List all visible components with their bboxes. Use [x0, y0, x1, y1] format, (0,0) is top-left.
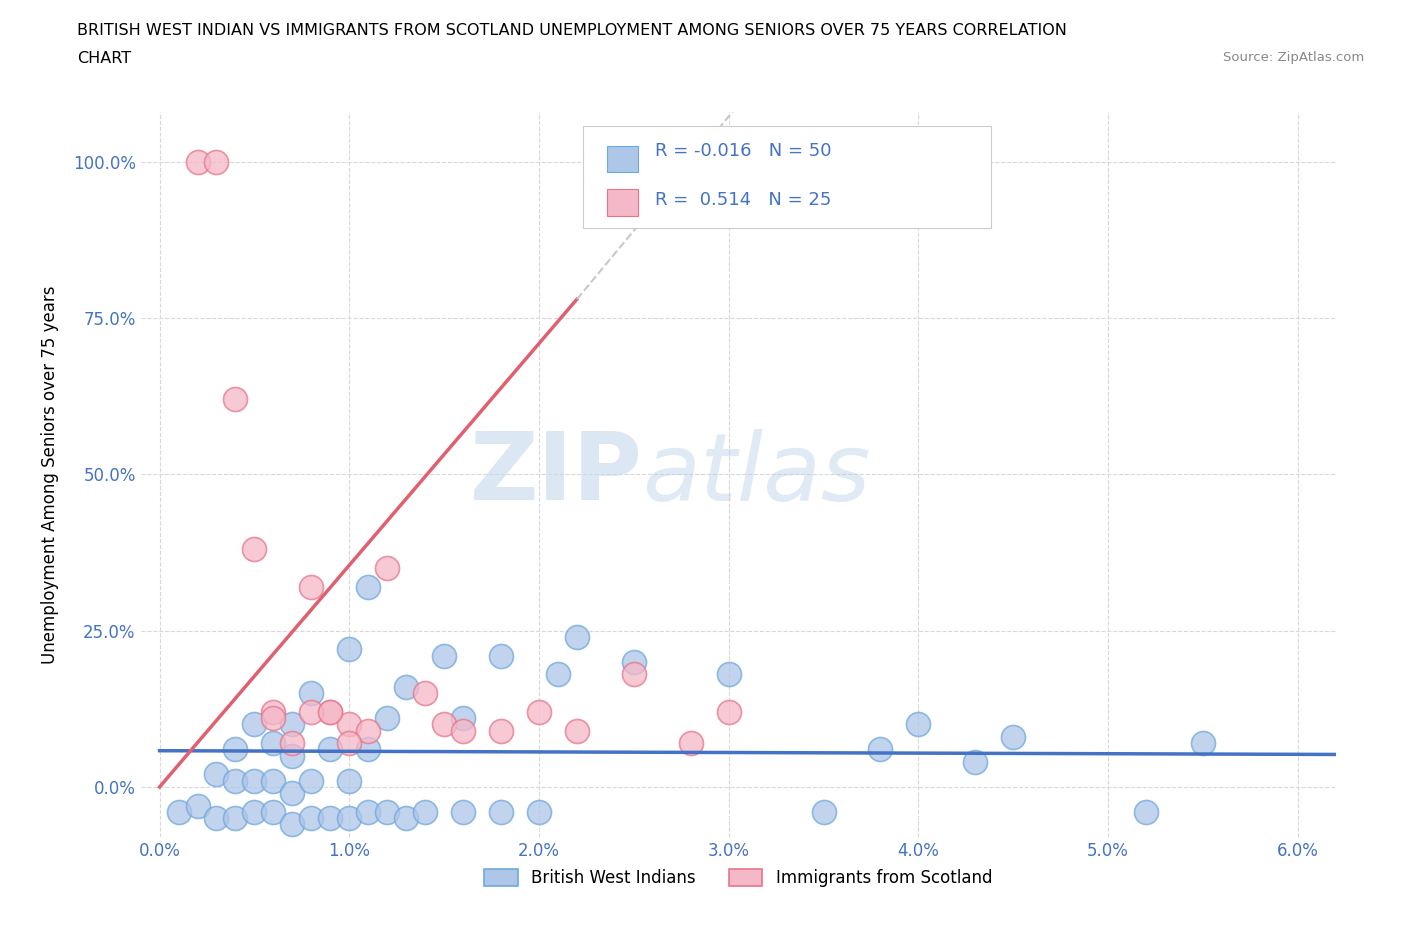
Point	[224, 392, 246, 406]
Text: atlas: atlas	[643, 429, 870, 520]
Point	[262, 773, 284, 788]
Point	[243, 542, 266, 557]
Point	[281, 736, 304, 751]
Point	[565, 630, 588, 644]
Point	[337, 717, 360, 732]
Point	[395, 680, 418, 695]
Point	[205, 811, 228, 826]
Point	[299, 685, 322, 700]
Point	[224, 811, 246, 826]
Point	[375, 711, 398, 725]
Point	[357, 579, 380, 594]
Point	[299, 579, 322, 594]
Point	[413, 685, 436, 700]
Point	[281, 817, 304, 832]
Y-axis label: Unemployment Among Seniors over 75 years: Unemployment Among Seniors over 75 years	[41, 286, 59, 663]
Point	[262, 705, 284, 720]
Point	[527, 804, 550, 819]
Point	[319, 705, 342, 720]
Point	[224, 742, 246, 757]
Point	[319, 742, 342, 757]
Point	[717, 667, 740, 682]
Point	[433, 648, 456, 663]
Point	[395, 811, 418, 826]
Point	[489, 724, 512, 738]
Point	[299, 705, 322, 720]
Point	[337, 736, 360, 751]
Point	[565, 724, 588, 738]
Point	[413, 804, 436, 819]
Point	[186, 154, 208, 169]
Point	[167, 804, 190, 819]
Point	[319, 811, 342, 826]
Point	[1002, 729, 1025, 744]
Point	[337, 773, 360, 788]
Point	[1135, 804, 1157, 819]
Point	[262, 804, 284, 819]
Legend: British West Indians, Immigrants from Scotland: British West Indians, Immigrants from Sc…	[478, 862, 998, 894]
Point	[357, 804, 380, 819]
Point	[243, 773, 266, 788]
Point	[262, 711, 284, 725]
Text: ZIP: ZIP	[470, 429, 643, 520]
Point	[262, 736, 284, 751]
Point	[755, 154, 778, 169]
Point	[869, 742, 891, 757]
Point	[527, 705, 550, 720]
Point	[281, 717, 304, 732]
Point	[299, 773, 322, 788]
Text: R =  0.514   N = 25: R = 0.514 N = 25	[655, 191, 831, 209]
Text: Source: ZipAtlas.com: Source: ZipAtlas.com	[1223, 51, 1364, 64]
Text: CHART: CHART	[77, 51, 131, 66]
Text: R = -0.016   N = 50: R = -0.016 N = 50	[655, 141, 832, 160]
Point	[337, 811, 360, 826]
Point	[224, 773, 246, 788]
Point	[433, 717, 456, 732]
Point	[1192, 736, 1215, 751]
Point	[717, 705, 740, 720]
Point	[451, 724, 474, 738]
Point	[965, 754, 987, 769]
Point	[243, 804, 266, 819]
Point	[281, 749, 304, 764]
Point	[281, 786, 304, 801]
Point	[375, 804, 398, 819]
Text: BRITISH WEST INDIAN VS IMMIGRANTS FROM SCOTLAND UNEMPLOYMENT AMONG SENIORS OVER : BRITISH WEST INDIAN VS IMMIGRANTS FROM S…	[77, 23, 1067, 38]
Point	[337, 642, 360, 657]
Point	[319, 705, 342, 720]
Point	[623, 667, 645, 682]
Point	[451, 804, 474, 819]
Point	[813, 804, 835, 819]
Point	[489, 648, 512, 663]
Point	[623, 655, 645, 670]
Point	[489, 804, 512, 819]
Point	[451, 711, 474, 725]
Point	[375, 561, 398, 576]
Point	[357, 724, 380, 738]
Point	[186, 798, 208, 813]
Point	[357, 742, 380, 757]
Point	[243, 717, 266, 732]
Point	[547, 667, 569, 682]
Point	[907, 717, 929, 732]
Point	[205, 154, 228, 169]
Point	[679, 736, 702, 751]
Point	[299, 811, 322, 826]
Point	[205, 767, 228, 782]
